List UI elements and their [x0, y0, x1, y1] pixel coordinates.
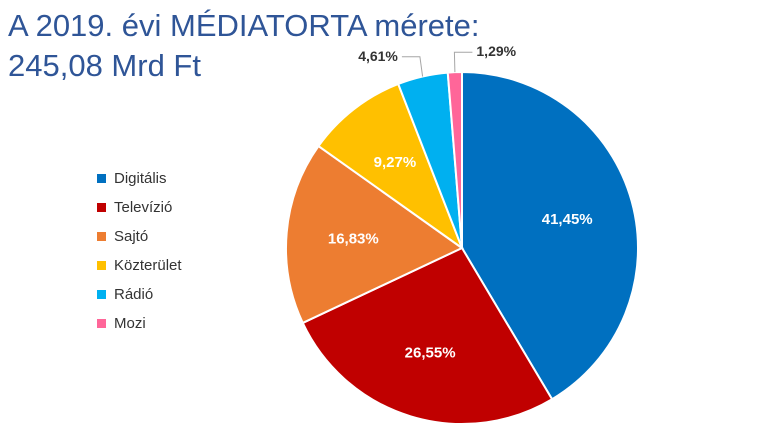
legend-label: Közterület [114, 257, 182, 274]
legend-swatch [97, 319, 106, 328]
legend-item-televizio: Televízió [97, 193, 182, 222]
pie-slice-kozterulet [317, 82, 465, 251]
legend-label: Rádió [114, 286, 154, 303]
chart-title-line-1: A 2019. évi MÉDIATORTA mérete: [8, 8, 480, 43]
pie-slice-sajto [285, 144, 464, 325]
legend-swatch [97, 174, 106, 183]
legend-swatch [97, 232, 106, 241]
leader-line-mozi [453, 51, 473, 73]
chart-legend: Digitális Televízió Sajtó Közterület Rádió Mo… [97, 164, 182, 338]
slice-labels: 41,45% 26,55% 16,83% 9,27% 4,61% 1,29% [328, 43, 593, 361]
slice-label-radio: 4,61% [358, 48, 398, 64]
pie-slice-digitalis [461, 70, 639, 401]
legend-item-sajto: Sajtó [97, 222, 182, 251]
legend-label: Sajtó [114, 228, 149, 245]
pie-slices [285, 70, 639, 425]
legend-swatch [97, 203, 106, 212]
chart-title-line-2: 245,08 Mrd Ft [8, 48, 201, 83]
leader-line-radio [401, 56, 424, 77]
slice-label-mozi: 1,29% [476, 43, 516, 59]
pie-slice-televizio [301, 246, 554, 425]
legend-label: Digitális [114, 170, 167, 187]
legend-item-digitalis: Digitális [97, 164, 182, 193]
legend-swatch [97, 261, 106, 270]
legend-item-kozterulet: Közterület [97, 251, 182, 280]
slice-label-kozterulet: 9,27% [374, 154, 417, 171]
legend-label: Televízió [114, 199, 173, 216]
pie-slice-mozi [446, 70, 463, 249]
slice-label-sajto: 16,83% [328, 230, 379, 247]
legend-item-radio: Rádió [97, 280, 182, 309]
legend-label: Mozi [114, 315, 146, 332]
slice-label-digitalis: 41,45% [542, 211, 593, 228]
legend-swatch [97, 290, 106, 299]
legend-item-mozi: Mozi [97, 309, 182, 338]
chart-title: A 2019. évi MÉDIATORTA mérete: 245,08 Mr… [8, 6, 480, 86]
leader-lines [401, 51, 473, 77]
slice-label-televizio: 26,55% [405, 344, 456, 361]
